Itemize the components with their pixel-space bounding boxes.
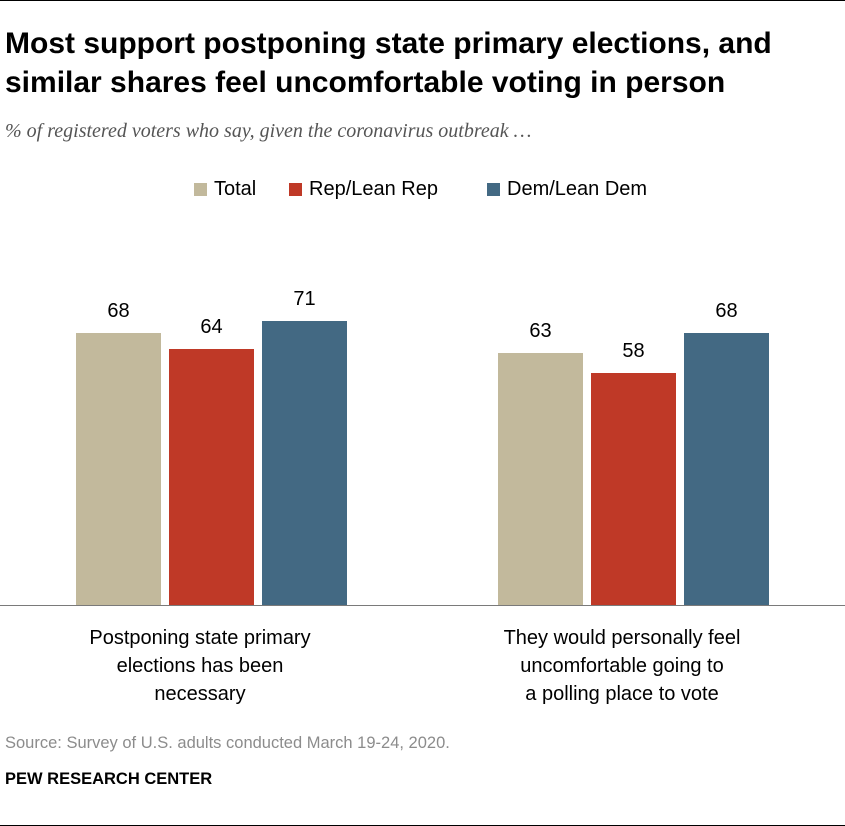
category-label-line: Postponing state primary: [89, 627, 311, 649]
bar-rep-0: [169, 349, 254, 605]
legend-label-rep: Rep/Lean Rep: [309, 177, 438, 200]
bar-total-1: [498, 353, 583, 605]
source-note: Source: Survey of U.S. adults conducted …: [5, 734, 450, 752]
bar-dem-0: [262, 321, 347, 605]
category-label-postponing: Postponing state primary elections has b…: [40, 624, 360, 708]
credit-logo-text: PEW RESEARCH CENTER: [5, 770, 213, 788]
top-rule: [0, 0, 845, 1]
category-label-uncomfortable: They would personally feel uncomfortable…: [462, 624, 782, 708]
data-label-rep-1: 58: [622, 340, 644, 362]
category-label-line: a polling place to vote: [525, 683, 719, 705]
data-label-dem-1: 68: [715, 300, 737, 322]
category-label-line: elections has been: [116, 655, 284, 677]
legend-label-total: Total: [214, 177, 257, 200]
data-label-dem-0: 71: [293, 288, 315, 310]
category-label-line: necessary: [154, 683, 246, 705]
legend-item-total: Total: [194, 176, 256, 202]
chart-title: Most support postponing state primary el…: [5, 27, 772, 99]
legend-label-dem: Dem/Lean Dem: [507, 177, 648, 200]
legend-swatch-dem: [487, 182, 500, 196]
category-label-line: uncomfortable going to: [520, 655, 724, 677]
bar-total-0: [76, 333, 161, 605]
category-label-line: They would personally feel: [503, 627, 741, 649]
chart-subtitle: % of registered voters who say, given th…: [5, 120, 532, 142]
legend-item-dem: Dem/Lean Dem: [487, 176, 647, 202]
bar-rep-1: [591, 373, 676, 605]
legend-swatch-total: [194, 182, 207, 196]
data-label-total-0: 68: [107, 300, 129, 322]
legend: Total Rep/Lean Rep Dem/Lean Dem: [0, 176, 845, 202]
legend-swatch-rep: [289, 182, 302, 196]
data-label-rep-0: 64: [200, 316, 222, 338]
bar-dem-1: [684, 333, 769, 605]
legend-item-rep: Rep/Lean Rep: [289, 176, 438, 202]
data-label-total-1: 63: [529, 320, 551, 342]
